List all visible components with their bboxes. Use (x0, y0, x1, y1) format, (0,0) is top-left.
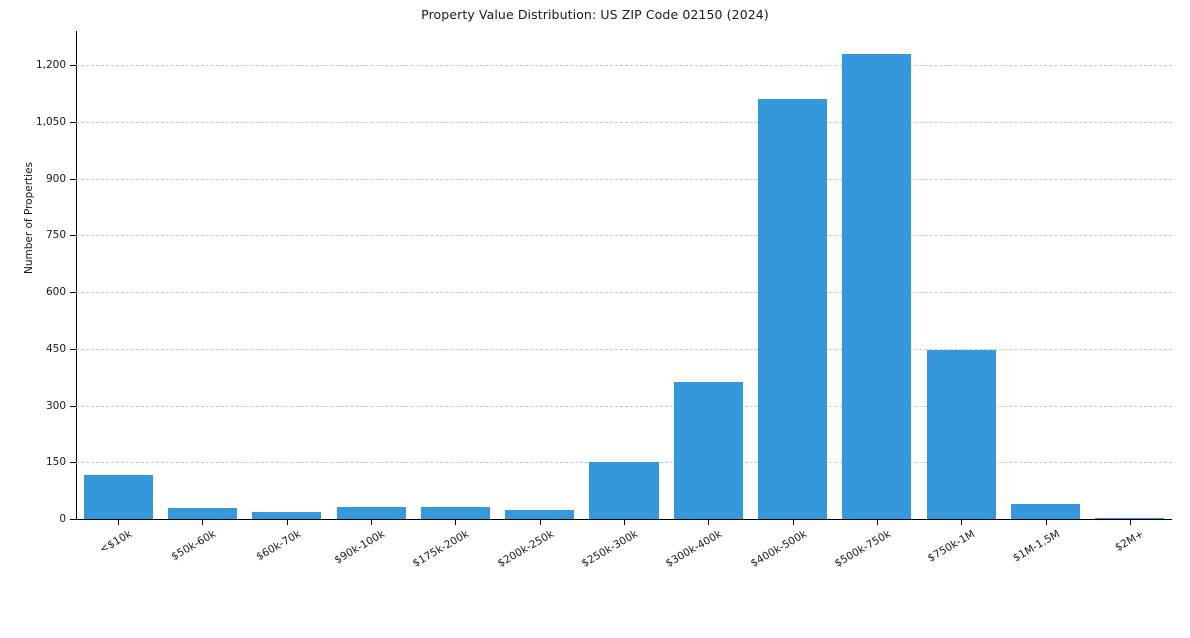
x-tick-mark (961, 520, 963, 525)
x-tick-label: $500k-750k (832, 528, 893, 570)
x-tick-mark (118, 520, 120, 525)
y-tick-label: 0 (59, 513, 66, 525)
y-tick-label: 300 (45, 399, 66, 412)
x-tick-label: $50k-60k (169, 528, 219, 564)
bar[interactable] (673, 381, 743, 519)
gridline (76, 121, 1172, 123)
x-axis-spine (76, 519, 1172, 520)
x-tick-mark (1045, 520, 1047, 525)
gridline (76, 292, 1172, 294)
gridline (76, 65, 1172, 67)
y-axis-label: Number of Properties (23, 161, 35, 275)
bar[interactable] (83, 475, 153, 519)
gridline (76, 178, 1172, 180)
x-tick-mark (202, 520, 204, 525)
x-tick-label: $250k-300k (579, 528, 640, 570)
x-tick-label: $750k-1M (925, 528, 978, 565)
x-tick-label: $60k-70k (254, 528, 303, 564)
x-tick-label: $300k-400k (663, 528, 725, 570)
x-tick-label: $400k-500k (748, 528, 809, 570)
x-tick-mark (539, 520, 541, 525)
plot-area (76, 31, 1172, 519)
y-tick-mark (70, 348, 76, 350)
x-tick-label: $175k-200k (411, 528, 472, 570)
gridline (76, 348, 1172, 350)
bar[interactable] (1010, 503, 1081, 519)
y-tick-label: 450 (45, 342, 66, 355)
y-tick-label: 1,200 (35, 59, 66, 72)
x-tick-mark (1129, 520, 1131, 525)
x-tick-mark (624, 520, 625, 525)
y-tick-label: 150 (45, 456, 66, 469)
x-tick-label: $2M+ (1112, 528, 1146, 555)
bar[interactable] (505, 510, 575, 519)
y-tick-label: 600 (45, 286, 66, 299)
chart-title: Property Value Distribution: US ZIP Code… (421, 7, 769, 22)
bar[interactable] (420, 506, 490, 519)
bar[interactable] (336, 506, 406, 519)
x-tick-mark (371, 520, 373, 525)
x-tick-mark (455, 520, 457, 525)
x-tick-mark (708, 520, 710, 525)
y-axis-spine (76, 31, 77, 520)
x-tick-mark (286, 520, 288, 525)
y-tick-mark (70, 121, 76, 123)
y-tick-mark (70, 519, 76, 520)
bar[interactable] (842, 54, 912, 519)
y-tick-label: 900 (45, 172, 66, 185)
bar[interactable] (167, 508, 238, 519)
y-tick-mark (70, 178, 76, 180)
y-tick-mark (70, 292, 76, 294)
y-tick-mark (70, 405, 76, 407)
gridline (76, 235, 1172, 237)
y-tick-mark (70, 65, 76, 67)
bar[interactable] (926, 349, 996, 519)
x-tick-label: $90k-100k (332, 528, 388, 567)
gridline (76, 405, 1172, 407)
bar[interactable] (758, 99, 828, 519)
bar[interactable] (252, 512, 322, 519)
y-tick-mark (70, 235, 76, 237)
x-tick-mark (792, 520, 794, 525)
y-tick-mark (70, 462, 76, 464)
chart-figure: Property Value Distribution: US ZIP Code… (23, 7, 1172, 570)
x-tick-label: $1M-1.5M (1010, 528, 1062, 565)
bar[interactable] (589, 462, 659, 519)
y-tick-label: 750 (45, 229, 66, 242)
x-tick-label: $200k-250k (495, 528, 556, 570)
y-tick-label: 1,050 (35, 115, 66, 128)
bar[interactable] (1095, 517, 1165, 519)
x-tick-mark (876, 520, 878, 525)
